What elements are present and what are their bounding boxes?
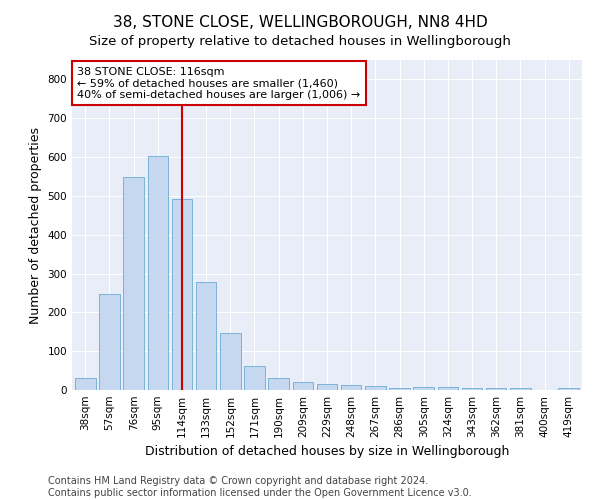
Bar xyxy=(365,386,386,390)
Bar xyxy=(124,177,144,390)
Bar xyxy=(389,388,410,390)
Bar xyxy=(462,388,482,390)
Text: Contains HM Land Registry data © Crown copyright and database right 2024.
Contai: Contains HM Land Registry data © Crown c… xyxy=(48,476,472,498)
Bar xyxy=(510,388,530,390)
Bar xyxy=(437,387,458,390)
Y-axis label: Number of detached properties: Number of detached properties xyxy=(29,126,42,324)
Bar xyxy=(293,382,313,390)
Bar xyxy=(268,378,289,390)
Bar xyxy=(413,387,434,390)
Text: 38, STONE CLOSE, WELLINGBOROUGH, NN8 4HD: 38, STONE CLOSE, WELLINGBOROUGH, NN8 4HD xyxy=(113,15,487,30)
Bar xyxy=(172,198,192,390)
Bar xyxy=(220,333,241,390)
Bar xyxy=(244,366,265,390)
X-axis label: Distribution of detached houses by size in Wellingborough: Distribution of detached houses by size … xyxy=(145,446,509,458)
Bar xyxy=(486,388,506,390)
Text: Size of property relative to detached houses in Wellingborough: Size of property relative to detached ho… xyxy=(89,35,511,48)
Bar xyxy=(196,282,217,390)
Bar xyxy=(148,156,168,390)
Text: 38 STONE CLOSE: 116sqm
← 59% of detached houses are smaller (1,460)
40% of semi-: 38 STONE CLOSE: 116sqm ← 59% of detached… xyxy=(77,66,361,100)
Bar xyxy=(75,378,95,390)
Bar xyxy=(559,388,579,390)
Bar xyxy=(341,386,361,390)
Bar xyxy=(317,384,337,390)
Bar xyxy=(99,294,120,390)
